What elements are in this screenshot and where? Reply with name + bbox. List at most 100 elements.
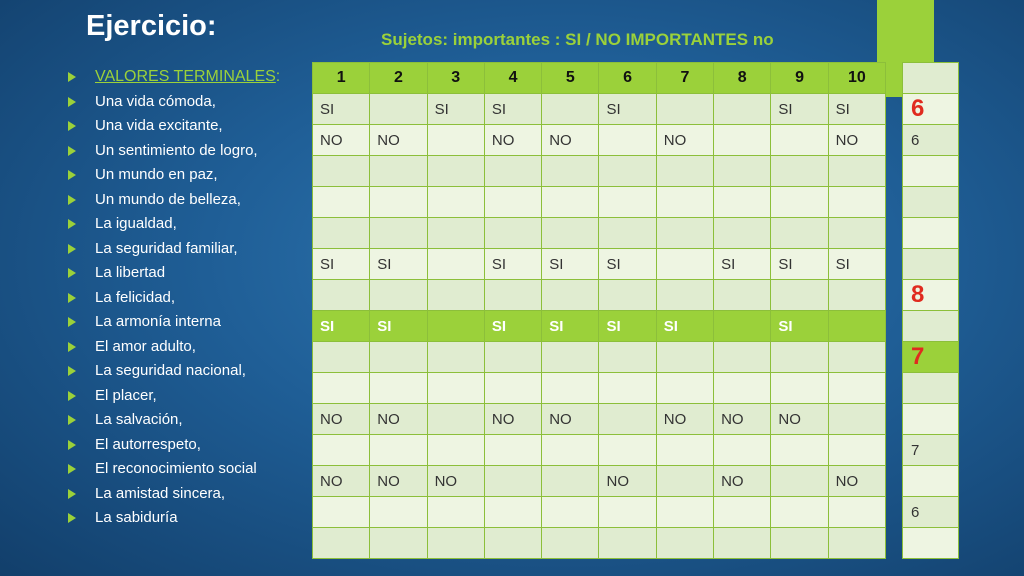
terminal-value-item: La igualdad, bbox=[66, 212, 280, 237]
table-cell bbox=[655, 155, 715, 187]
total-value: 7 bbox=[902, 341, 959, 373]
table-row: NO NO NO NO NO NO bbox=[311, 465, 887, 497]
total-value bbox=[902, 465, 959, 497]
totals-row bbox=[902, 62, 959, 94]
terminal-value-item: Un sentimiento de logro, bbox=[66, 139, 280, 164]
table-cell bbox=[483, 527, 543, 559]
table-cell bbox=[598, 279, 657, 311]
totals-row bbox=[902, 217, 959, 249]
table-cell bbox=[713, 434, 772, 466]
table-cell bbox=[426, 341, 485, 373]
table-cell bbox=[598, 527, 657, 559]
table-cell bbox=[827, 310, 887, 342]
table-cell bbox=[713, 341, 772, 373]
table-cell bbox=[770, 434, 829, 466]
terminal-value-label: La libertad bbox=[95, 264, 166, 281]
responses-table: 1 2 3 4 5 6 7 8 9 10 SI SI SI SI SI SI NO NO NO NO NO NO SI SI S… bbox=[311, 62, 887, 559]
table-cell bbox=[426, 527, 485, 559]
bullet-arrow-icon bbox=[68, 292, 76, 303]
totals-row: 6 bbox=[902, 496, 959, 528]
terminal-value-item: La seguridad familiar, bbox=[66, 237, 280, 262]
table-cell bbox=[598, 217, 657, 249]
bullet-arrow-icon bbox=[68, 439, 76, 450]
table-cell: NO bbox=[426, 465, 485, 497]
table-row bbox=[311, 155, 887, 187]
table-cell: SI bbox=[426, 93, 485, 125]
table-cell bbox=[369, 186, 428, 218]
table-cell: SI bbox=[598, 248, 657, 280]
terminal-value-label: Un sentimiento de logro, bbox=[95, 141, 258, 159]
table-cell bbox=[311, 155, 371, 187]
table-cell: SI bbox=[369, 248, 428, 280]
terminal-value-label: Un mundo de belleza, bbox=[95, 190, 241, 208]
table-cell bbox=[426, 279, 485, 311]
terminal-value-item: El amor adulto, bbox=[66, 335, 280, 360]
table-cell bbox=[770, 372, 829, 404]
table-cell: NO bbox=[655, 124, 715, 156]
table-cell bbox=[483, 217, 543, 249]
terminal-value-item: Una vida excitante, bbox=[66, 114, 280, 139]
table-cell: NO bbox=[713, 465, 772, 497]
table-cell bbox=[426, 496, 485, 528]
table-cell bbox=[311, 217, 371, 249]
table-cell: NO bbox=[541, 403, 600, 435]
column-header: 3 bbox=[426, 62, 485, 94]
terminal-values-list: VALORES TERMINALES: Una vida cómoda, Una … bbox=[66, 65, 280, 531]
table-cell: SI bbox=[311, 93, 371, 125]
table-row bbox=[311, 186, 887, 218]
table-header-row: 1 2 3 4 5 6 7 8 9 10 bbox=[311, 62, 887, 94]
bullet-arrow-icon bbox=[68, 145, 76, 156]
totals-row: 7 bbox=[902, 434, 959, 466]
table-cell bbox=[827, 403, 887, 435]
table-cell: NO bbox=[369, 124, 428, 156]
total-value: 8 bbox=[902, 279, 959, 311]
table-cell bbox=[655, 186, 715, 218]
table-cell bbox=[713, 186, 772, 218]
terminal-value-item: La sabiduría bbox=[66, 506, 280, 531]
terminal-value-item: La armonía interna bbox=[66, 310, 280, 335]
table-cell bbox=[655, 496, 715, 528]
table-cell: SI bbox=[483, 93, 543, 125]
table-cell bbox=[541, 186, 600, 218]
table-cell: NO bbox=[311, 403, 371, 435]
table-cell bbox=[541, 155, 600, 187]
total-value: 6 bbox=[902, 124, 959, 156]
table-cell bbox=[655, 434, 715, 466]
table-cell bbox=[311, 341, 371, 373]
table-cell bbox=[713, 279, 772, 311]
column-header: 6 bbox=[598, 62, 657, 94]
table-cell bbox=[655, 465, 715, 497]
table-cell: NO bbox=[827, 124, 887, 156]
table-cell: SI bbox=[770, 248, 829, 280]
table-cell bbox=[369, 527, 428, 559]
totals-row bbox=[902, 248, 959, 280]
table-cell: NO bbox=[369, 403, 428, 435]
totals-row bbox=[902, 527, 959, 559]
table-cell bbox=[713, 372, 772, 404]
total-value bbox=[902, 155, 959, 187]
table-cell bbox=[311, 186, 371, 218]
totals-row: 8 bbox=[902, 279, 959, 311]
table-row: SI SI SI SI SI SI SI bbox=[311, 310, 887, 342]
table-cell bbox=[483, 496, 543, 528]
table-cell: SI bbox=[483, 248, 543, 280]
terminal-value-label: La amistad sincera, bbox=[95, 484, 226, 502]
table-cell bbox=[770, 496, 829, 528]
totals-row: 6 bbox=[902, 93, 959, 125]
terminal-value-label: La seguridad familiar, bbox=[95, 239, 238, 257]
column-header: 2 bbox=[369, 62, 428, 94]
table-cell: NO bbox=[369, 465, 428, 497]
table-cell bbox=[541, 527, 600, 559]
table-cell bbox=[426, 248, 485, 280]
total-value bbox=[902, 372, 959, 404]
total-value bbox=[902, 186, 959, 218]
table-cell bbox=[770, 186, 829, 218]
column-header: 5 bbox=[541, 62, 600, 94]
table-cell bbox=[598, 124, 657, 156]
table-row bbox=[311, 217, 887, 249]
totals-row: 6 bbox=[902, 124, 959, 156]
terminal-value-label: La igualdad, bbox=[95, 215, 177, 232]
table-cell bbox=[655, 279, 715, 311]
table-cell: SI bbox=[655, 310, 715, 342]
terminal-value-label: La salvación, bbox=[95, 411, 183, 428]
